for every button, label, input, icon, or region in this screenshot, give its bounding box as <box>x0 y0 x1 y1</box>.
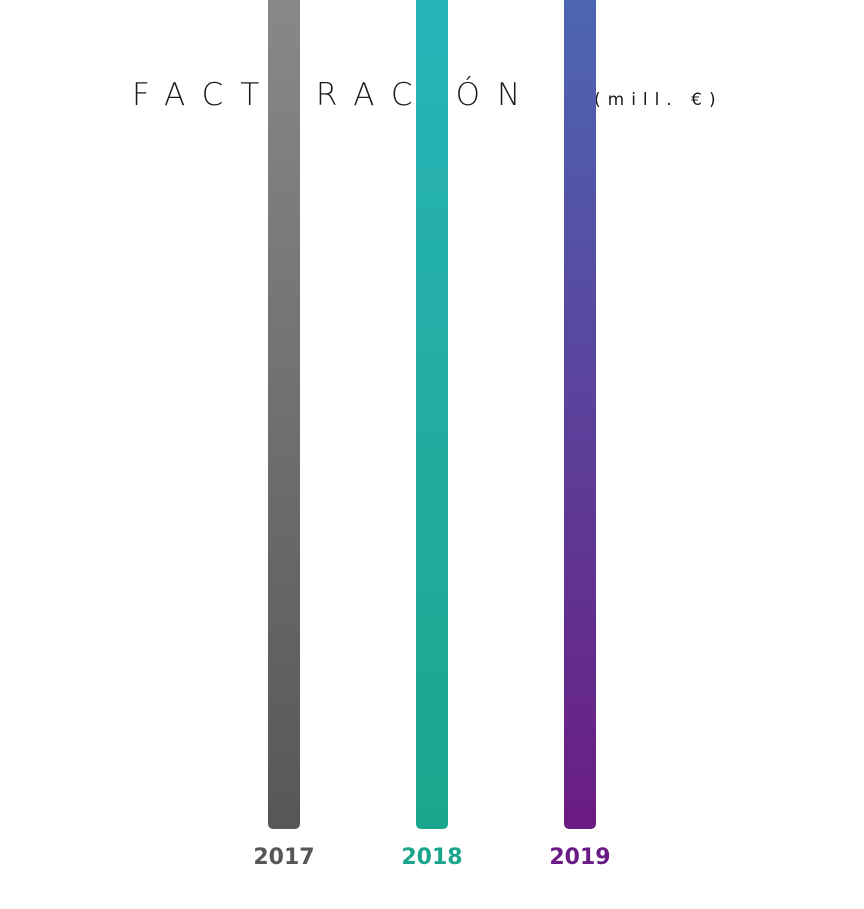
bar-base-2018 <box>416 809 448 829</box>
year-label-2017: 2017 <box>253 845 314 870</box>
chart-subtitle: (mill. €) <box>594 90 723 110</box>
bar-base-2019 <box>564 809 596 829</box>
chart-title: FACTURACIÓN <box>132 76 537 113</box>
bars-layer: 4.95820175.17120185.3522019 <box>253 0 611 870</box>
bar-2017 <box>268 0 300 829</box>
bar-2018 <box>416 0 448 829</box>
bar-2019 <box>564 0 596 829</box>
year-label-2019: 2019 <box>549 845 610 870</box>
bar-base-2017 <box>268 809 300 829</box>
year-label-2018: 2018 <box>401 845 462 870</box>
